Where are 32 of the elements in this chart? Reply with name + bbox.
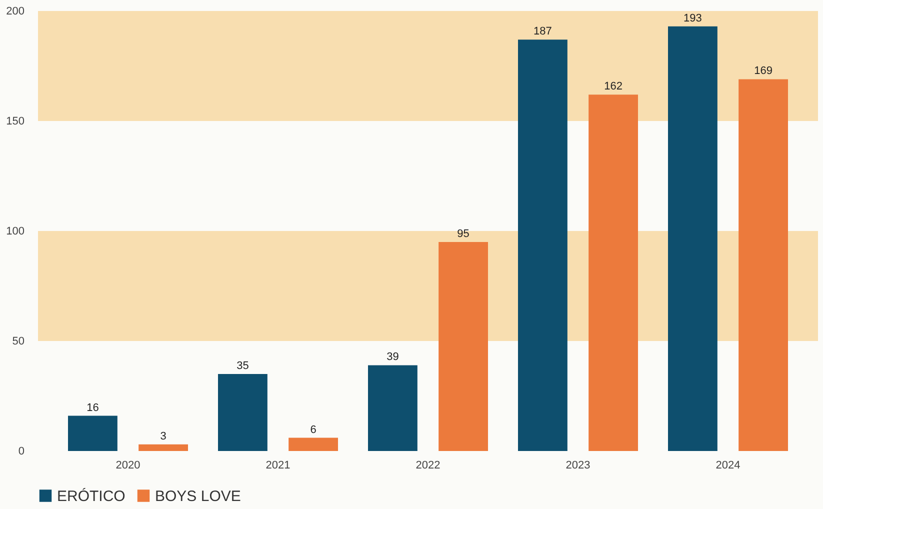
data-label: 193 (684, 12, 702, 24)
x-tick-label: 2023 (566, 460, 590, 472)
data-label: 95 (457, 228, 470, 240)
bar (588, 94, 638, 451)
data-label: 39 (386, 351, 399, 364)
y-tick-label: 0 (18, 446, 24, 458)
y-tick-label: 50 (12, 336, 24, 348)
x-tick-label: 2024 (716, 460, 740, 472)
y-tick-label: 100 (6, 226, 24, 238)
bar (68, 416, 118, 451)
data-label: 169 (754, 65, 772, 78)
bar (138, 444, 188, 451)
bar (218, 374, 268, 451)
bar (438, 242, 488, 451)
bar (738, 79, 788, 451)
bar (368, 365, 418, 451)
data-label: 35 (236, 360, 249, 372)
data-label: 187 (534, 26, 552, 38)
legend-label: ERÓTICO (57, 486, 126, 505)
data-label: 16 (86, 402, 99, 414)
legend-label: BOYS LOVE (155, 488, 241, 505)
y-tick-label: 150 (6, 116, 24, 128)
data-label: 6 (310, 424, 316, 436)
bar (288, 438, 338, 451)
data-label: 162 (604, 80, 622, 93)
bar (518, 40, 568, 451)
x-tick-label: 2020 (116, 460, 140, 472)
bar (668, 26, 718, 451)
data-label: 3 (160, 430, 166, 442)
y-tick-label: 200 (6, 6, 24, 18)
x-tick-label: 2021 (266, 460, 290, 472)
x-tick-label: 2022 (416, 460, 440, 472)
